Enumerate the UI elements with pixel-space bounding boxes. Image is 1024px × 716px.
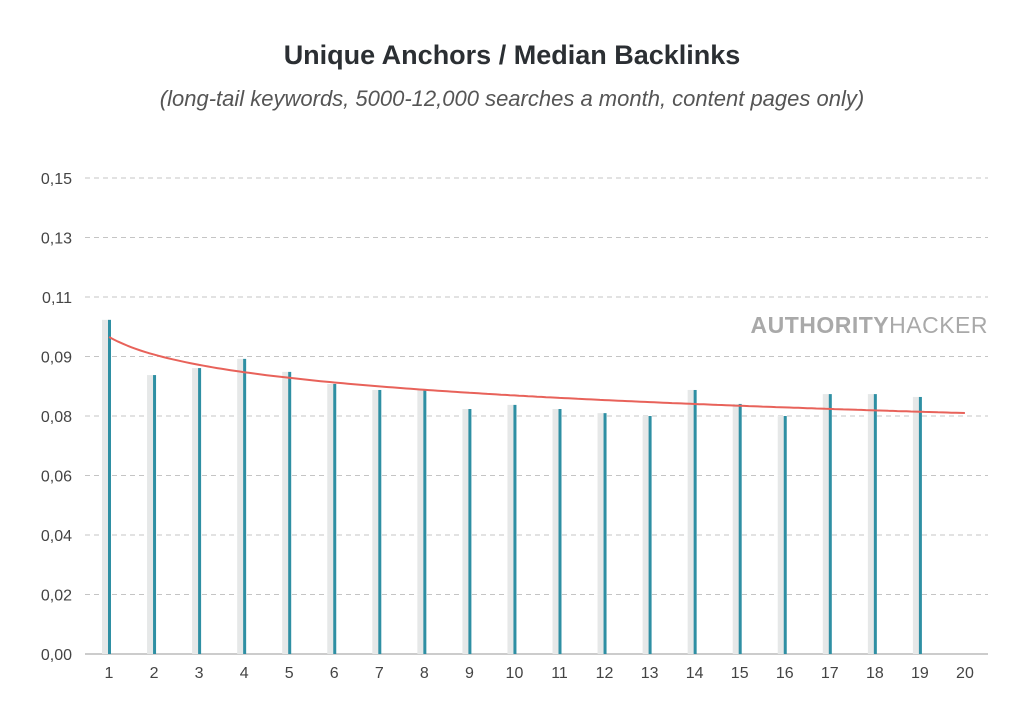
x-tick-label: 1 xyxy=(105,665,114,682)
bar xyxy=(648,416,652,654)
x-tick-label: 5 xyxy=(285,665,294,682)
bar xyxy=(558,409,562,654)
background-bar xyxy=(912,396,920,654)
background-bar xyxy=(462,409,470,654)
x-tick-label: 19 xyxy=(911,665,929,682)
bar xyxy=(423,389,427,654)
x-tick-label: 12 xyxy=(596,665,614,682)
chart-subtitle: (long-tail keywords, 5000-12,000 searche… xyxy=(159,86,865,111)
background-bar xyxy=(597,413,605,654)
bar xyxy=(783,416,787,654)
x-tick-label: 20 xyxy=(956,665,974,682)
background-bar xyxy=(777,416,785,654)
background-bar xyxy=(147,375,155,654)
bar xyxy=(243,358,247,654)
x-tick-label: 6 xyxy=(330,665,339,682)
y-tick-label: 0,15 xyxy=(41,171,72,188)
background-bar xyxy=(552,409,560,654)
watermark-logo: AUTHORITYHACKER xyxy=(750,312,988,339)
chart-title: Unique Anchors / Median Backlinks xyxy=(283,40,741,70)
x-tick-label: 7 xyxy=(375,665,384,682)
bar xyxy=(108,319,111,654)
y-tick-label: 0,09 xyxy=(41,350,72,367)
watermark-bold: AUTHORITY xyxy=(750,312,890,338)
x-tick-label: 3 xyxy=(195,665,204,682)
x-tick-label: 11 xyxy=(551,665,568,682)
bar xyxy=(828,394,832,654)
x-tick-label: 4 xyxy=(240,665,249,682)
background-bar xyxy=(237,358,245,654)
background-bar xyxy=(687,389,695,654)
x-tick-label: 16 xyxy=(776,665,794,682)
trendline xyxy=(108,336,965,414)
x-tick-label: 8 xyxy=(420,665,429,682)
bar xyxy=(738,403,742,654)
bar xyxy=(513,404,517,654)
x-tick-label: 14 xyxy=(686,665,704,682)
x-tick-label: 2 xyxy=(150,665,159,682)
bar xyxy=(333,383,337,654)
x-tick-label: 18 xyxy=(866,665,884,682)
bar xyxy=(693,389,697,654)
y-tick-label: 0,11 xyxy=(42,290,72,307)
x-tick-label: 17 xyxy=(821,665,839,682)
background-bar xyxy=(372,389,380,654)
background-bar xyxy=(327,383,335,654)
bar xyxy=(153,375,157,654)
background-bar xyxy=(192,368,200,654)
background-bar xyxy=(822,394,830,654)
x-tick-label: 10 xyxy=(506,665,524,682)
background-bar xyxy=(417,389,425,654)
y-tick-label: 0,13 xyxy=(41,231,72,248)
y-tick-label: 0,00 xyxy=(41,647,72,664)
background-bar xyxy=(282,371,290,654)
background-bar xyxy=(102,319,109,654)
bar xyxy=(468,409,472,654)
y-tick-label: 0,08 xyxy=(41,409,72,426)
x-tick-label: 13 xyxy=(641,665,659,682)
bar xyxy=(288,371,292,654)
y-tick-label: 0,06 xyxy=(41,469,72,486)
x-tick-label: 15 xyxy=(731,665,749,682)
bar xyxy=(198,368,202,654)
background-bar xyxy=(867,394,875,654)
background-bar xyxy=(507,404,515,654)
background-bar xyxy=(642,416,650,654)
y-tick-label: 0,02 xyxy=(41,588,72,605)
background-bar xyxy=(732,403,740,654)
bar xyxy=(873,394,877,654)
y-tick-label: 0,04 xyxy=(41,528,72,545)
x-tick-label: 9 xyxy=(465,665,474,682)
bar xyxy=(378,389,382,654)
bar xyxy=(603,413,607,654)
bar xyxy=(918,396,922,654)
watermark-light: HACKER xyxy=(889,312,988,338)
